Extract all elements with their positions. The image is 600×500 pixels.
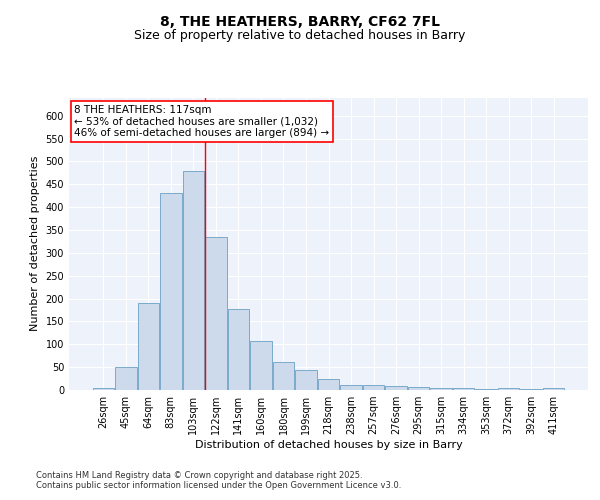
Bar xyxy=(408,387,429,390)
Bar xyxy=(543,388,565,390)
Bar xyxy=(160,194,182,390)
Bar xyxy=(498,388,520,390)
Text: Contains HM Land Registry data © Crown copyright and database right 2025.: Contains HM Land Registry data © Crown c… xyxy=(36,472,362,480)
Bar xyxy=(475,388,497,390)
Bar xyxy=(115,367,137,390)
Bar xyxy=(453,388,475,390)
X-axis label: Distribution of detached houses by size in Barry: Distribution of detached houses by size … xyxy=(194,440,463,450)
Text: 8 THE HEATHERS: 117sqm
← 53% of detached houses are smaller (1,032)
46% of semi-: 8 THE HEATHERS: 117sqm ← 53% of detached… xyxy=(74,105,329,138)
Bar xyxy=(182,170,204,390)
Bar xyxy=(520,388,542,390)
Bar xyxy=(363,385,384,390)
Bar xyxy=(340,385,362,390)
Bar xyxy=(318,380,339,390)
Text: Contains public sector information licensed under the Open Government Licence v3: Contains public sector information licen… xyxy=(36,482,401,490)
Bar xyxy=(137,303,159,390)
Bar xyxy=(205,237,227,390)
Bar xyxy=(92,388,114,390)
Bar xyxy=(430,388,452,390)
Bar xyxy=(228,308,249,390)
Bar xyxy=(273,362,294,390)
Y-axis label: Number of detached properties: Number of detached properties xyxy=(30,156,40,332)
Bar xyxy=(250,340,272,390)
Text: Size of property relative to detached houses in Barry: Size of property relative to detached ho… xyxy=(134,30,466,43)
Bar xyxy=(385,386,407,390)
Text: 8, THE HEATHERS, BARRY, CF62 7FL: 8, THE HEATHERS, BARRY, CF62 7FL xyxy=(160,16,440,30)
Bar xyxy=(295,370,317,390)
